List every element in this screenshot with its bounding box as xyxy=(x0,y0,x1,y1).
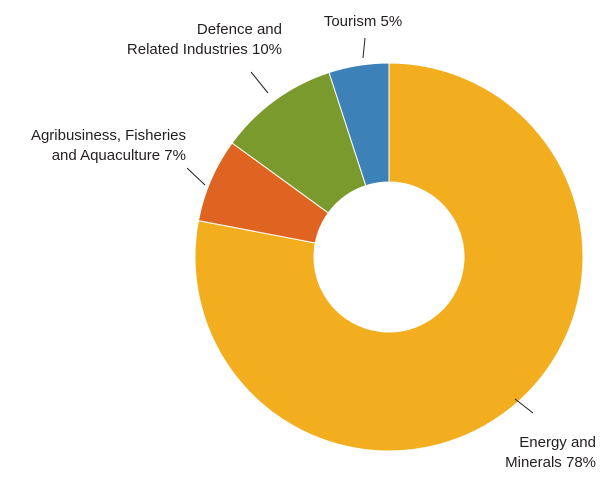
slice-label-1-line-0: Agribusiness, Fisheries xyxy=(31,127,186,144)
slice-label-2-line-0: Defence and xyxy=(197,21,282,38)
slice-label-0-line-0: Energy and xyxy=(519,434,596,451)
leader-line-0 xyxy=(514,398,534,414)
leader-line-2 xyxy=(250,71,269,94)
label-leader-lines xyxy=(186,37,534,414)
slice-label-0-line-1: Minerals 78% xyxy=(505,454,596,471)
slice-label-2-line-1: Related Industries 10% xyxy=(127,41,282,58)
donut-slices xyxy=(194,62,584,452)
slice-label-3-line-0: Tourism 5% xyxy=(324,13,402,30)
leader-line-3 xyxy=(362,37,366,59)
leader-line-1 xyxy=(186,167,206,186)
slice-label-1-line-1: and Aquaculture 7% xyxy=(52,147,186,164)
slice-3 xyxy=(328,62,390,187)
slice-labels: Energy and Minerals 78% Agribusiness, Fish… xyxy=(31,13,596,471)
slice-0 xyxy=(194,62,584,452)
